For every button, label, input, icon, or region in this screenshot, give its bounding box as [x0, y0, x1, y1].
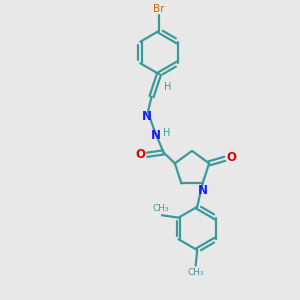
Text: N: N	[150, 129, 161, 142]
Text: H: H	[164, 128, 171, 138]
Text: O: O	[135, 148, 146, 161]
Text: CH₃: CH₃	[188, 268, 204, 277]
Text: N: N	[198, 184, 208, 196]
Text: N: N	[142, 110, 152, 123]
Text: Br: Br	[153, 4, 165, 14]
Text: H: H	[164, 82, 171, 92]
Text: O: O	[226, 151, 236, 164]
Text: CH₃: CH₃	[152, 204, 169, 213]
